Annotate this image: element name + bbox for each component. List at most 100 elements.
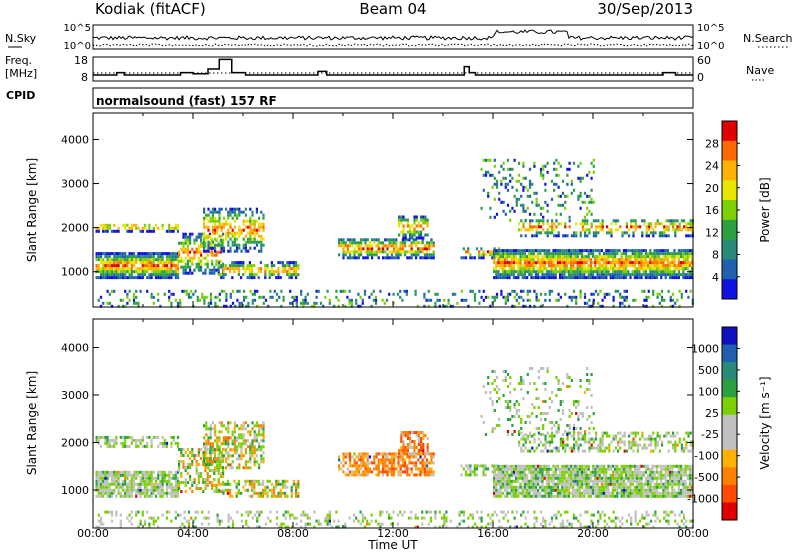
data-cell <box>184 232 187 236</box>
data-cell <box>404 431 407 434</box>
data-cell <box>413 431 416 434</box>
data-cell <box>126 435 129 439</box>
data-cell <box>128 473 131 477</box>
data-cell <box>546 228 549 232</box>
data-cell <box>214 466 217 470</box>
data-cell <box>543 473 546 477</box>
data-cell <box>561 273 564 277</box>
data-cell <box>605 255 608 259</box>
data-cell <box>541 488 544 492</box>
data-cell <box>605 258 608 262</box>
data-cell <box>632 234 635 238</box>
data-cell <box>553 234 556 238</box>
data-cell <box>529 228 532 232</box>
data-cell <box>406 467 409 471</box>
data-cell <box>512 488 515 492</box>
data-cell <box>616 476 619 480</box>
data-cell <box>545 258 548 262</box>
data-cell <box>669 261 672 265</box>
data-cell <box>644 491 647 495</box>
data-cell <box>220 228 223 232</box>
data-cell <box>529 219 532 223</box>
data-cell <box>297 264 300 268</box>
data-cell <box>541 464 544 468</box>
data-cell <box>530 264 533 268</box>
data-cell <box>249 246 252 250</box>
data-cell <box>473 295 477 299</box>
data-cell <box>168 289 171 293</box>
data-cell <box>262 237 265 241</box>
data-cell <box>572 264 575 268</box>
data-cell <box>384 256 387 260</box>
data-cell <box>611 485 614 489</box>
data-cell <box>168 223 171 227</box>
data-cell <box>170 270 173 274</box>
data-cell <box>557 194 560 198</box>
data-cell <box>499 273 502 277</box>
data-cell <box>172 226 175 230</box>
data-cell <box>218 466 221 470</box>
data-cell <box>353 247 356 251</box>
data-cell <box>632 219 635 223</box>
data-cell <box>688 255 691 259</box>
data-cell <box>629 273 632 277</box>
data-cell <box>625 255 628 259</box>
data-cell <box>216 448 219 452</box>
data-cell <box>629 479 632 483</box>
data-cell <box>338 253 341 257</box>
data-cell <box>191 247 194 251</box>
data-cell <box>572 479 575 483</box>
data-cell <box>610 234 613 238</box>
data-cell <box>653 473 656 477</box>
data-cell <box>200 232 203 236</box>
data-cell <box>512 494 515 498</box>
data-cell <box>400 449 403 452</box>
data-cell <box>520 182 523 186</box>
data-cell <box>497 273 500 277</box>
data-cell <box>627 273 630 277</box>
data-cell <box>654 225 657 229</box>
data-cell <box>638 261 641 265</box>
data-cell <box>415 256 418 260</box>
data-cell <box>108 226 111 230</box>
data-cell <box>406 434 409 437</box>
data-cell <box>124 267 127 271</box>
data-cell <box>537 231 540 235</box>
data-cell <box>611 488 614 492</box>
data-cell <box>137 473 140 477</box>
data-cell <box>113 229 116 233</box>
data-cell <box>203 442 206 446</box>
data-cell <box>168 298 171 302</box>
data-cell <box>222 481 225 484</box>
data-cell <box>531 225 534 229</box>
data-cell <box>564 234 567 238</box>
data-cell <box>645 234 648 238</box>
data-cell <box>480 464 483 468</box>
data-cell <box>607 273 610 277</box>
data-cell <box>432 473 435 477</box>
data-cell <box>249 454 252 458</box>
data-cell <box>532 467 535 471</box>
data-cell <box>543 255 546 259</box>
data-cell <box>245 295 248 299</box>
data-cell <box>137 438 140 442</box>
data-cell <box>584 231 587 235</box>
data-cell <box>680 249 683 253</box>
data-cell <box>157 252 160 256</box>
data-cell <box>539 276 542 280</box>
data-cell <box>404 470 407 474</box>
data-cell <box>233 436 236 440</box>
data-cell <box>409 230 412 234</box>
data-cell <box>532 464 535 468</box>
data-cell <box>408 473 411 477</box>
data-cell <box>106 438 109 442</box>
data-cell <box>139 441 142 445</box>
data-cell <box>203 451 206 455</box>
data-cell <box>578 276 581 280</box>
data-cell <box>290 485 293 489</box>
data-cell <box>647 261 650 265</box>
data-cell <box>146 435 149 439</box>
data-cell <box>284 479 287 483</box>
data-cell <box>132 482 136 486</box>
data-cell <box>349 470 352 474</box>
